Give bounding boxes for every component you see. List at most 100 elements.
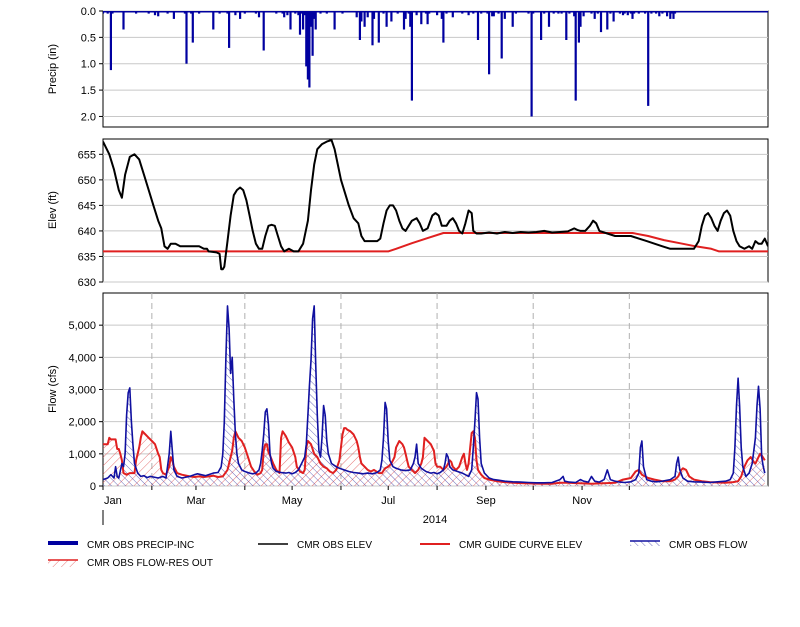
precip-bar — [283, 11, 286, 18]
flow-ylabel: Flow (cfs) — [47, 365, 59, 413]
elev-line — [103, 139, 768, 271]
ytick-label: 635 — [78, 251, 96, 263]
elev-ylabel: Elev (ft) — [47, 191, 59, 229]
precip-panel: 0.0 0.5 1.0 1.5 2.0 Precip (in) — [47, 6, 769, 128]
precip-bar — [467, 11, 470, 16]
precip-bar — [582, 11, 585, 17]
precip-bar — [402, 11, 406, 30]
ytick-label: 2.0 — [81, 111, 96, 123]
precip-bar — [366, 11, 369, 18]
precip-ylabel: Precip (in) — [47, 44, 59, 94]
precip-bar — [309, 11, 313, 27]
res-out-line — [103, 427, 766, 485]
precip-bar — [298, 11, 302, 35]
precip-bar — [593, 11, 596, 19]
legend-label-elev: CMR OBS ELEV — [297, 540, 372, 551]
precip-bar — [666, 11, 669, 17]
precip-bar — [191, 11, 194, 43]
precip-bar — [355, 11, 358, 18]
precip-bar — [488, 11, 491, 75]
precip-bar — [305, 11, 308, 67]
precip-bar — [212, 11, 215, 30]
precip-bar — [436, 11, 439, 16]
ytick-label: 1.5 — [81, 85, 96, 97]
precip-bar — [647, 11, 650, 106]
xtick-label: Mar — [186, 495, 205, 507]
legend-item-elev: CMR OBS ELEV — [258, 540, 372, 551]
precip-bar — [606, 11, 609, 30]
year-label: 2014 — [423, 514, 447, 526]
precip-bar — [577, 11, 580, 43]
precip-bar — [239, 11, 242, 19]
elev-plot-area — [102, 138, 769, 283]
precip-bar — [286, 11, 289, 16]
precip-bar — [573, 11, 576, 17]
precip-bar — [257, 11, 261, 18]
ytick-label: 0 — [90, 481, 96, 493]
ytick-label: 3,000 — [68, 385, 96, 397]
elev-lines — [103, 139, 768, 271]
flow-area — [103, 305, 765, 486]
precip-bar — [308, 11, 311, 88]
precip-bar — [500, 11, 503, 59]
precip-bar — [451, 11, 454, 18]
flow-series — [103, 305, 766, 486]
ytick-label: 0.5 — [81, 32, 96, 44]
precip-bar — [415, 11, 418, 16]
xtick-label: Sep — [476, 495, 496, 507]
legend-item-precip: CMR OBS PRECIP-INC — [48, 540, 194, 551]
precip-bar — [612, 11, 615, 22]
elev-grid — [103, 153, 768, 283]
ytick-label: 0.0 — [81, 6, 96, 18]
precip-bar — [626, 11, 629, 16]
precip-bar — [669, 11, 672, 19]
ytick-label: 5,000 — [68, 320, 96, 332]
ytick-label: 645 — [78, 200, 96, 212]
precip-bar — [172, 11, 175, 19]
precip-bar — [492, 11, 495, 17]
precip-bar — [234, 11, 237, 16]
precip-bar — [333, 11, 336, 30]
precip-bar — [547, 11, 551, 27]
precip-bar — [363, 11, 366, 27]
precip-bar — [297, 11, 300, 16]
precip-yticks: 0.0 0.5 1.0 1.5 2.0 — [81, 6, 103, 123]
legend: CMR OBS PRECIP-INC CMR OBS ELEV CMR GUID… — [48, 540, 748, 569]
ytick-label: 4,000 — [68, 352, 96, 364]
ytick-label: 1,000 — [68, 449, 96, 461]
legend-item-guide: CMR GUIDE CURVE ELEV — [420, 540, 583, 551]
precip-bar — [185, 11, 188, 64]
precip-bar — [228, 11, 231, 48]
ytick-label: 655 — [78, 149, 96, 161]
precip-bar — [302, 11, 305, 30]
precip-bar — [303, 11, 306, 16]
precip-bar — [530, 11, 533, 117]
precip-bar — [410, 11, 413, 101]
precip-bar — [313, 11, 316, 19]
legend-label-flow-res-out: CMR OBS FLOW-RES OUT — [87, 558, 213, 569]
flow-yticks: 0 1,000 2,000 3,000 4,000 5,000 — [68, 320, 103, 493]
precip-bar — [579, 11, 582, 27]
precip-bar — [314, 11, 317, 30]
precip-bar — [631, 11, 634, 19]
flow-panel: 0 1,000 2,000 3,000 4,000 5,000 Jan Mar May Jul S… — [47, 292, 769, 526]
legend-swatch-precip — [48, 541, 78, 545]
precip-bar — [390, 11, 393, 22]
precip-bar — [153, 11, 157, 16]
ytick-label: 650 — [78, 175, 96, 187]
xtick-label: May — [282, 495, 303, 507]
precip-bar — [122, 11, 125, 30]
precip-bar — [574, 11, 577, 101]
flow-line — [103, 305, 766, 484]
precip-bar — [672, 11, 675, 19]
precip-bar — [377, 11, 380, 43]
legend-swatch-flow-res-out — [48, 560, 78, 567]
precip-bar — [289, 11, 292, 30]
precip-bar — [358, 11, 361, 40]
precip-bar — [372, 11, 376, 19]
precip-bar — [109, 11, 112, 71]
precip-bar — [262, 11, 265, 51]
precip-bar — [511, 11, 514, 27]
precip-bar — [385, 11, 388, 27]
